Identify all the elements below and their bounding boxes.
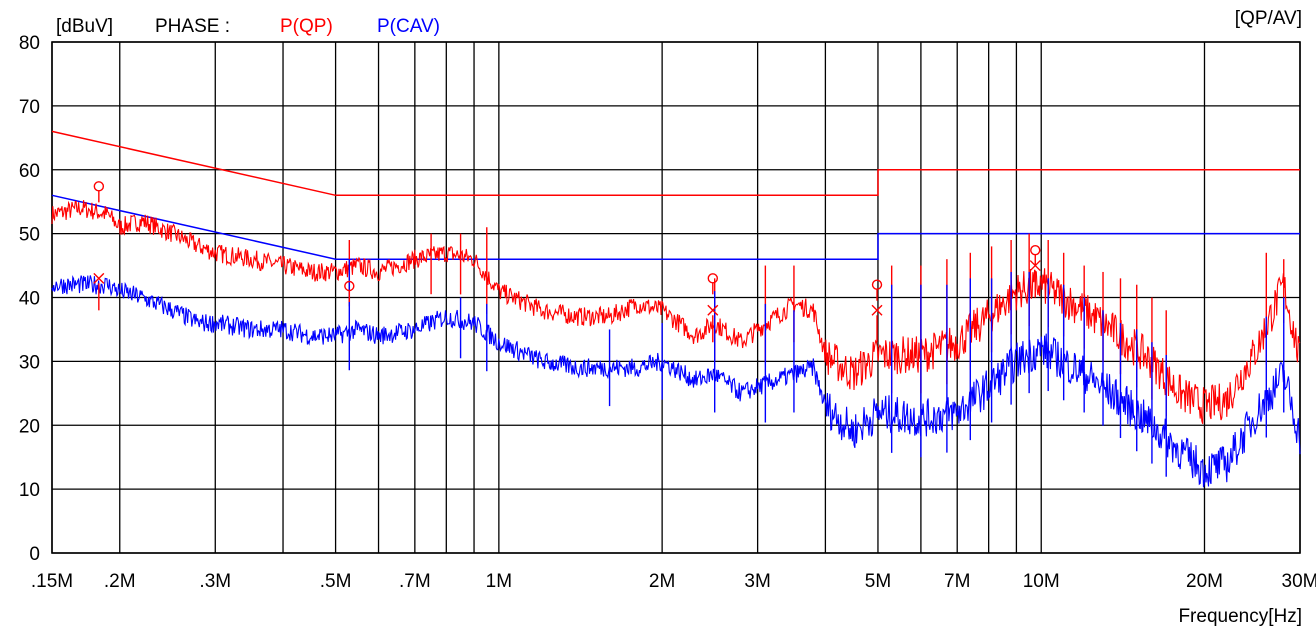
chart-grid bbox=[51, 41, 1301, 554]
y-tick-label: 20 bbox=[19, 416, 40, 437]
legend-qp: P(QP) bbox=[280, 16, 333, 37]
x-tick-label: .3M bbox=[199, 571, 231, 592]
y-tick-label: 50 bbox=[19, 225, 40, 246]
mode-label: [QP/AV] bbox=[1234, 8, 1302, 29]
limit-line bbox=[51, 194, 1300, 260]
qp-peak-marker bbox=[1030, 245, 1041, 256]
x-tick-label: 10M bbox=[1023, 571, 1060, 592]
x-tick-label: 2M bbox=[649, 571, 675, 592]
y-unit-label: [dBuV] bbox=[56, 16, 114, 37]
y-tick-label: 10 bbox=[19, 480, 40, 501]
series-line bbox=[51, 275, 1301, 488]
x-tick-label: .7M bbox=[399, 571, 431, 592]
plot-frame bbox=[51, 41, 1301, 554]
qp-peak-marker bbox=[93, 181, 105, 192]
av-peak-marker bbox=[1029, 260, 1041, 272]
y-tick-label: 40 bbox=[19, 289, 40, 310]
data-series bbox=[51, 200, 1301, 488]
y-tick-labels: 0 10 20 30 40 50 60 70 80 bbox=[19, 33, 40, 565]
y-tick-label: 70 bbox=[19, 97, 40, 118]
x-tick-label: 30M bbox=[1282, 571, 1316, 592]
av-peak-marker bbox=[707, 304, 719, 316]
x-tick-label: .2M bbox=[104, 571, 136, 592]
y-tick-label: 30 bbox=[19, 352, 40, 373]
x-tick-label: 1M bbox=[486, 571, 512, 592]
x-tick-label: 7M bbox=[944, 571, 970, 592]
x-tick-label: 3M bbox=[744, 571, 770, 592]
y-tick-label: 0 bbox=[29, 544, 40, 565]
x-axis-label: Frequency[Hz] bbox=[1178, 606, 1302, 627]
x-tick-label: .15M bbox=[31, 571, 73, 592]
x-tick-label: 5M bbox=[865, 571, 891, 592]
x-tick-label: .5M bbox=[320, 571, 352, 592]
series-line bbox=[51, 200, 1301, 425]
legend-cav: P(CAV) bbox=[377, 16, 440, 37]
av-peak-marker bbox=[871, 304, 883, 316]
limit-line bbox=[51, 130, 1300, 197]
peak-markers bbox=[93, 181, 1041, 343]
phase-label: PHASE : bbox=[155, 16, 230, 37]
av-peak-marker bbox=[93, 272, 105, 284]
y-tick-label: 80 bbox=[19, 33, 40, 54]
x-tick-labels: .15M .2M .3M .5M .7M 1M 2M 3M 5M 7M 10M 20M 30M bbox=[31, 571, 1316, 592]
x-tick-label: 20M bbox=[1186, 571, 1223, 592]
qp-peak-marker bbox=[707, 273, 718, 284]
y-tick-label: 60 bbox=[19, 161, 40, 182]
limit-lines bbox=[51, 130, 1300, 260]
qp-peak-marker bbox=[871, 279, 883, 290]
